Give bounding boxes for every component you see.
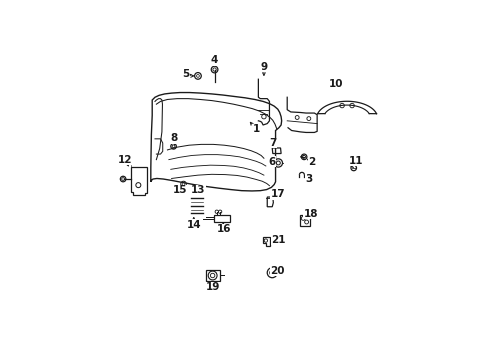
Text: 5: 5 bbox=[182, 69, 189, 79]
Text: 2: 2 bbox=[307, 157, 315, 167]
Text: 11: 11 bbox=[348, 156, 363, 166]
Text: 12: 12 bbox=[118, 155, 132, 165]
Text: 17: 17 bbox=[270, 189, 285, 199]
Text: 8: 8 bbox=[169, 133, 177, 143]
Text: 6: 6 bbox=[268, 157, 275, 167]
Text: 14: 14 bbox=[186, 220, 201, 230]
Text: 18: 18 bbox=[303, 209, 318, 219]
Text: 13: 13 bbox=[190, 185, 205, 195]
Text: 20: 20 bbox=[270, 266, 285, 275]
Text: 1: 1 bbox=[252, 124, 259, 134]
Text: 16: 16 bbox=[217, 224, 231, 234]
Text: 4: 4 bbox=[210, 55, 218, 66]
Text: 3: 3 bbox=[305, 174, 312, 184]
Text: 19: 19 bbox=[205, 282, 220, 292]
Text: 7: 7 bbox=[268, 138, 276, 148]
Text: 15: 15 bbox=[172, 185, 187, 195]
Text: 10: 10 bbox=[328, 79, 343, 89]
Text: 21: 21 bbox=[270, 235, 285, 245]
Text: 9: 9 bbox=[260, 62, 267, 72]
